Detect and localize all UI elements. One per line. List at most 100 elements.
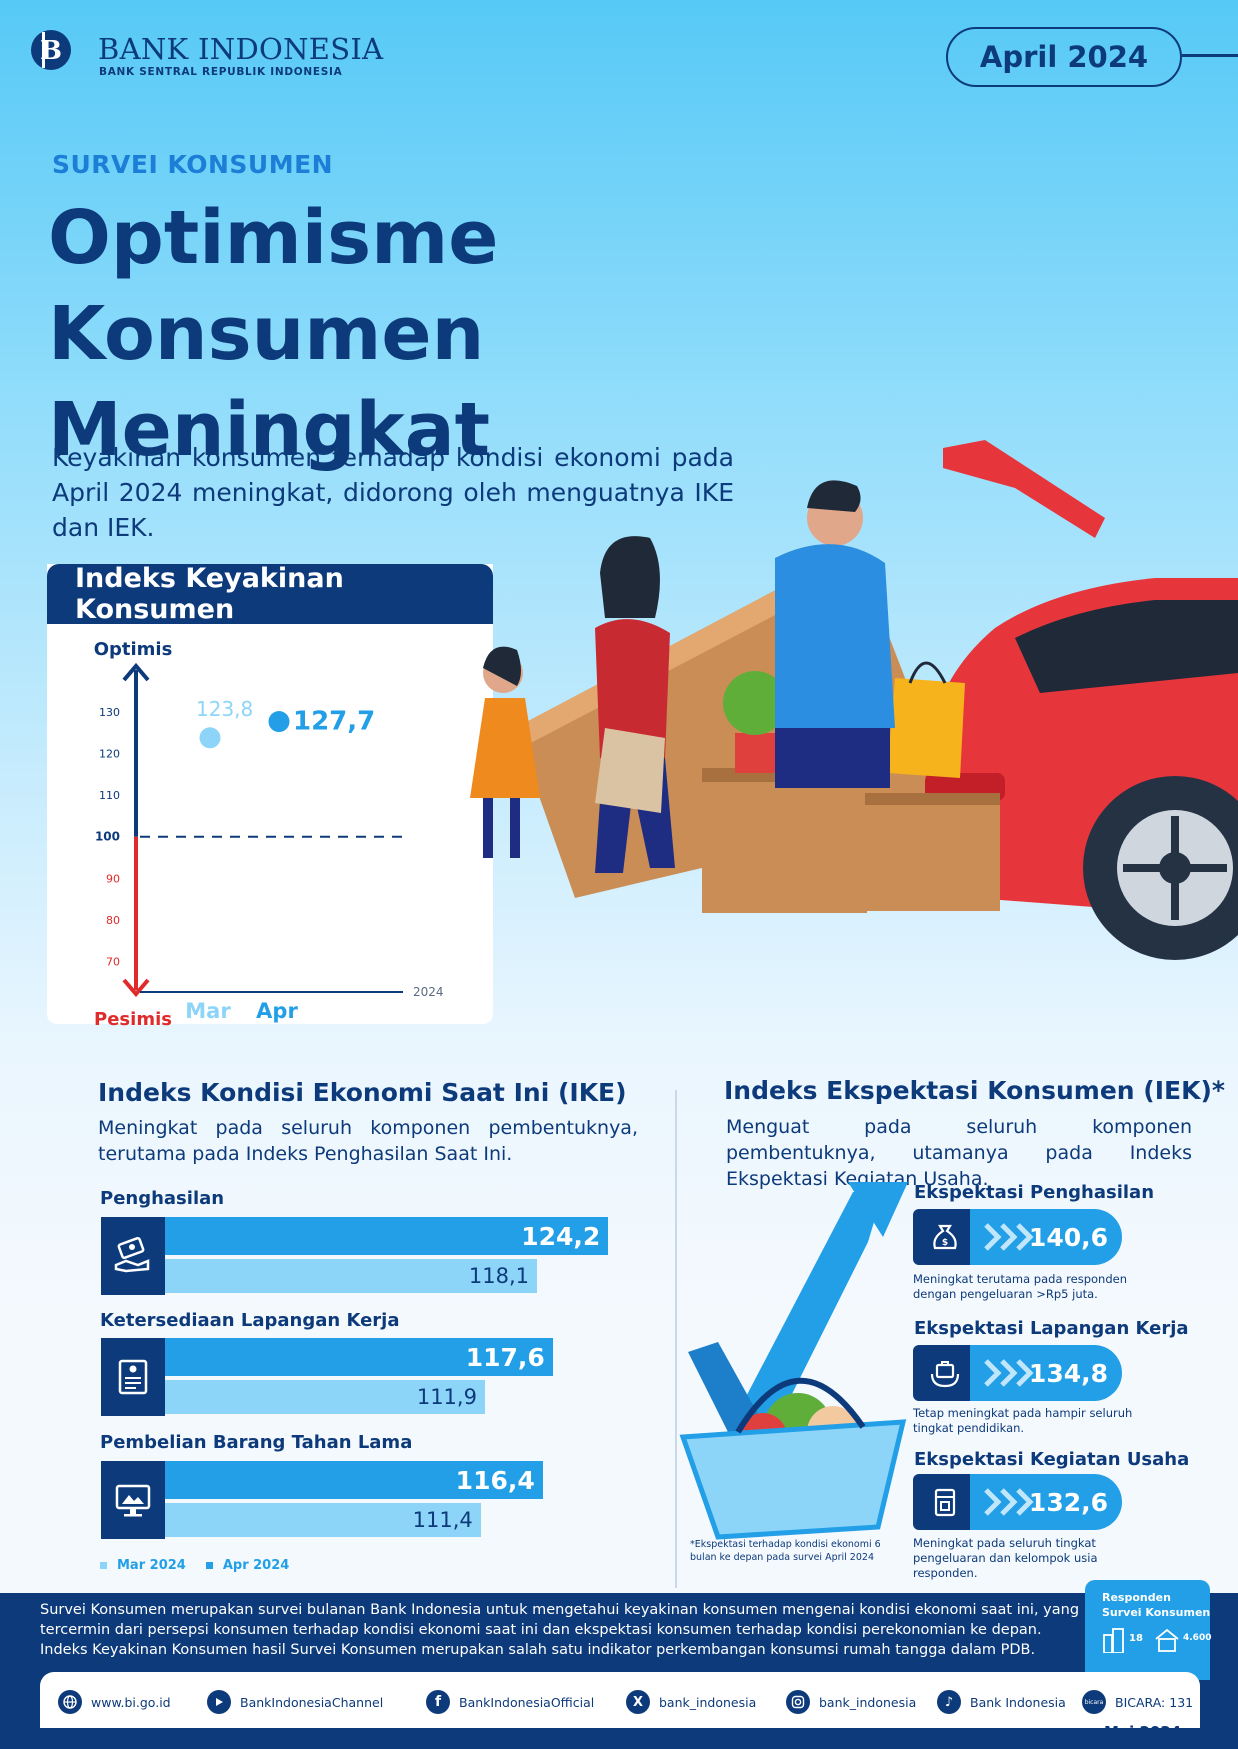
page-title: Optimisme Konsumen Meningkat — [48, 190, 948, 478]
ike-label-lapangan-kerja: Ketersediaan Lapangan Kerja — [100, 1310, 400, 1331]
ikk-card — [47, 564, 493, 1024]
plant — [723, 671, 787, 735]
ike-label-barang-tahan-lama: Pembelian Barang Tahan Lama — [100, 1432, 413, 1453]
ike-bar-apr: 116,4 — [165, 1461, 543, 1499]
iek-value-lapangan-kerja: 134,8 — [970, 1345, 1122, 1401]
ikk-chart: Optimis Pesimis 2024 70 80 90 100 110 120 130 123,… — [94, 639, 444, 1030]
ike-bar-mar: 111,9 — [165, 1380, 485, 1414]
facebook-label: BankIndonesiaOfficial — [459, 1694, 595, 1710]
facebook-link[interactable]: f BankIndonesiaOfficial — [426, 1690, 594, 1714]
respondents-cities: 18 — [1129, 1633, 1143, 1644]
tiktok-icon: ♪ — [937, 1690, 961, 1714]
respondents-title-line-2: Survei Konsumen — [1102, 1606, 1211, 1619]
father-figure — [775, 480, 895, 788]
daughter-figure — [470, 646, 540, 858]
section-kicker: SURVEI KONSUMEN — [52, 150, 334, 179]
youtube-label: BankIndonesiaChannel — [240, 1694, 384, 1710]
website-label: www.bi.go.id — [91, 1694, 171, 1710]
iek-label-penghasilan: Ekspektasi Penghasilan — [914, 1182, 1155, 1203]
iek-title: Indeks Ekspektasi Konsumen (IEK)* — [724, 1076, 1225, 1105]
period-line — [1182, 54, 1238, 57]
period-badge: April 2024 — [946, 27, 1182, 87]
facebook-icon: f — [426, 1690, 450, 1714]
bank-indonesia-logo: B — [31, 30, 71, 70]
ike-bar-apr: 117,6 — [165, 1338, 553, 1376]
x-link[interactable]: X bank_indonesia — [626, 1690, 756, 1714]
iek-value-text: 134,8 — [1028, 1358, 1108, 1388]
iek-footnote: *Ekspektasi terhadap kondisi ekonomi 6 b… — [690, 1539, 881, 1563]
youtube-icon — [207, 1690, 231, 1714]
shopping-basket-arrow-illustration — [679, 1182, 908, 1540]
iek-label-kegiatan-usaha: Ekspektasi Kegiatan Usaha — [914, 1449, 1190, 1470]
iek-value-kegiatan-usaha: 132,6 — [970, 1474, 1122, 1530]
brand-name: BANK INDONESIA — [98, 32, 384, 66]
iek-note-kegiatan-usaha: Meningkat pada seluruh tingkat pengeluar… — [913, 1536, 1098, 1580]
respondents-title-line-1: Responden — [1102, 1591, 1171, 1604]
bicara-icon: bicara — [1082, 1690, 1106, 1714]
house-icon — [1155, 1628, 1179, 1652]
respondents-title: Responden Survei Konsumen — [1102, 1590, 1210, 1620]
money-bag-icon: $ — [913, 1209, 977, 1265]
ike-label-penghasilan: Penghasilan — [100, 1188, 225, 1209]
instagram-link[interactable]: bank_indonesia — [786, 1690, 916, 1714]
instagram-label: bank_indonesia — [819, 1694, 917, 1710]
website-link[interactable]: www.bi.go.id — [58, 1690, 171, 1714]
iek-note-penghasilan: Meningkat terutama pada responden dengan… — [913, 1272, 1127, 1301]
respondents-stats: 18 4.600 — [1102, 1623, 1212, 1659]
ike-description: Meningkat pada seluruh komponen pembentu… — [98, 1117, 638, 1165]
y-tick-label: 130 — [99, 706, 120, 719]
ike-bar-mar: 111,4 — [165, 1503, 481, 1537]
tiktok-label: Bank Indonesia — [970, 1694, 1066, 1710]
data-point-apr — [268, 711, 290, 733]
page-title-line-1: Optimisme Konsumen — [48, 195, 499, 377]
y-tick-label: 80 — [106, 914, 120, 927]
page-title-line-2: Meningkat — [48, 387, 491, 473]
y-tick-label: 100 — [95, 830, 120, 844]
globe-icon — [58, 1690, 82, 1714]
y-tick-label: 70 — [106, 955, 120, 968]
data-label-mar: 123,8 — [196, 697, 253, 721]
x-tick-label: Apr — [256, 999, 298, 1023]
x-axis-year: 2024 — [413, 985, 444, 999]
bicara-link[interactable]: bicara BICARA: 131 — [1082, 1690, 1193, 1714]
intro-paragraph: Keyakinan konsumen terhadap kondisi ekon… — [52, 443, 734, 542]
footer-description: Survei Konsumen merupakan survei bulanan… — [40, 1602, 1080, 1658]
chevrons-icon — [984, 1359, 1034, 1387]
respondents-card — [1085, 1580, 1210, 1680]
x-icon: X — [626, 1690, 650, 1714]
city-buildings-icon — [1103, 1628, 1124, 1653]
x-label: bank_indonesia — [659, 1694, 757, 1710]
legend-mar: Mar 2024 — [100, 1558, 186, 1573]
ike-bar-mar: 118,1 — [165, 1259, 538, 1293]
axis-label-pesimis: Pesimis — [94, 1009, 172, 1030]
ikk-card-title: Indeks Keyakinan Konsumen — [47, 563, 493, 625]
ike-bar-apr: 124,2 — [165, 1217, 609, 1255]
store-icon — [913, 1474, 977, 1530]
social-bar — [40, 1672, 1200, 1728]
job-document-icon — [101, 1338, 165, 1416]
data-label-apr: 127,7 — [293, 707, 375, 737]
iek-value-text: 132,6 — [1028, 1487, 1108, 1517]
iek-value-penghasilan: 140,6 — [970, 1209, 1122, 1265]
chevrons-icon — [984, 1223, 1034, 1251]
y-tick-label: 90 — [106, 872, 120, 885]
y-tick-label: 110 — [99, 789, 120, 802]
data-point-mar — [199, 727, 221, 749]
iek-value-text: 140,6 — [1028, 1222, 1108, 1252]
youtube-link[interactable]: BankIndonesiaChannel — [207, 1690, 383, 1714]
iek-label-lapangan-kerja: Ekspektasi Lapangan Kerja — [914, 1318, 1189, 1339]
tiktok-link[interactable]: ♪ Bank Indonesia — [937, 1690, 1066, 1714]
release-date: Mei 2024 — [1104, 1723, 1182, 1741]
bicara-label: BICARA: 131 — [1115, 1694, 1194, 1710]
legend-apr: Apr 2024 — [205, 1558, 289, 1573]
red-car — [925, 440, 1238, 960]
respondents-households: 4.600 — [1183, 1633, 1212, 1643]
briefcase-hands-icon — [913, 1345, 977, 1401]
iek-description: Menguat pada seluruh komponen pembentukn… — [726, 1116, 1192, 1190]
svg-text:$: $ — [942, 1238, 948, 1248]
mother-figure — [595, 536, 675, 873]
ike-legend: Mar 2024 Apr 2024 — [100, 1558, 289, 1573]
instagram-icon — [786, 1690, 810, 1714]
arrow-down-icon — [122, 978, 150, 998]
